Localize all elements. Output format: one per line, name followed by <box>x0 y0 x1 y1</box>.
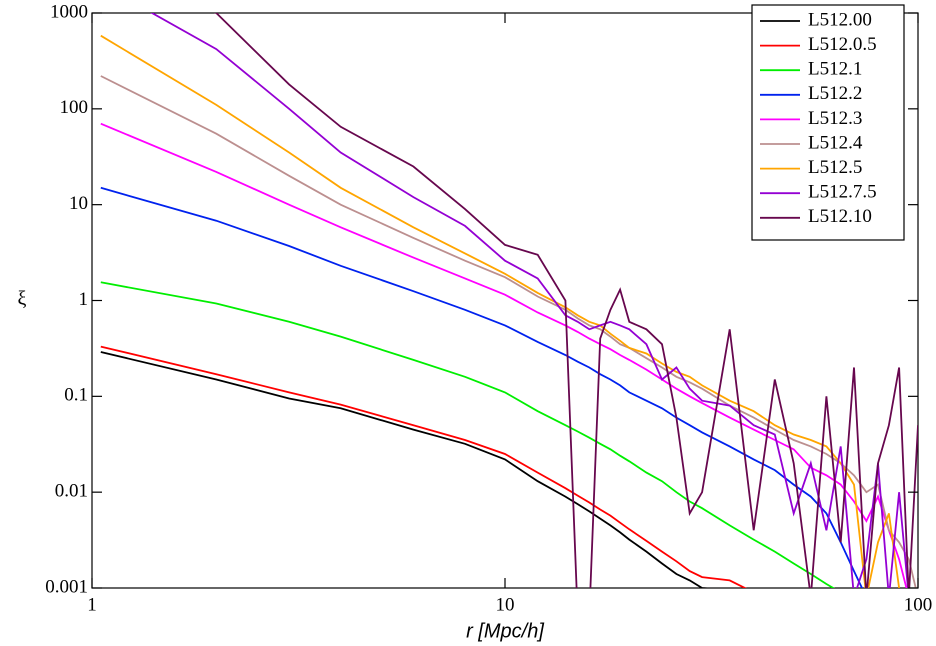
x-axis-label: r [Mpc/h] <box>466 620 544 642</box>
y-tick-label: 0.1 <box>64 385 88 406</box>
legend-label: L512.4 <box>808 132 863 153</box>
series-line <box>213 13 918 588</box>
y-axis-label: ξ <box>18 288 27 310</box>
y-tick-label: 100 <box>60 97 89 118</box>
legend-label: L512.10 <box>808 206 872 227</box>
legend-label: L512.0.5 <box>808 34 877 55</box>
y-tick-label: 0.01 <box>55 481 88 502</box>
y-tick-label: 0.001 <box>45 576 88 597</box>
series-line <box>100 345 747 588</box>
legend-label: L512.3 <box>808 108 862 129</box>
lines <box>100 13 918 588</box>
series-line <box>100 351 714 588</box>
series-line <box>100 186 863 588</box>
x-tick-label: 100 <box>904 594 933 615</box>
series-line <box>150 13 918 588</box>
legend-box <box>751 4 905 241</box>
x-tick-label: 10 <box>496 594 515 615</box>
series-line <box>100 281 835 588</box>
y-tick-label: 1 <box>79 289 89 310</box>
legend-label: L512.00 <box>808 9 872 30</box>
y-tick-label: 1000 <box>50 1 88 22</box>
legend-label: L512.7.5 <box>808 182 877 203</box>
legend-label: L512.5 <box>808 157 862 178</box>
y-tick-label: 10 <box>69 193 88 214</box>
legend-label: L512.2 <box>808 83 862 104</box>
x-tick-label: 1 <box>87 594 97 615</box>
legend-label: L512.1 <box>808 59 862 80</box>
